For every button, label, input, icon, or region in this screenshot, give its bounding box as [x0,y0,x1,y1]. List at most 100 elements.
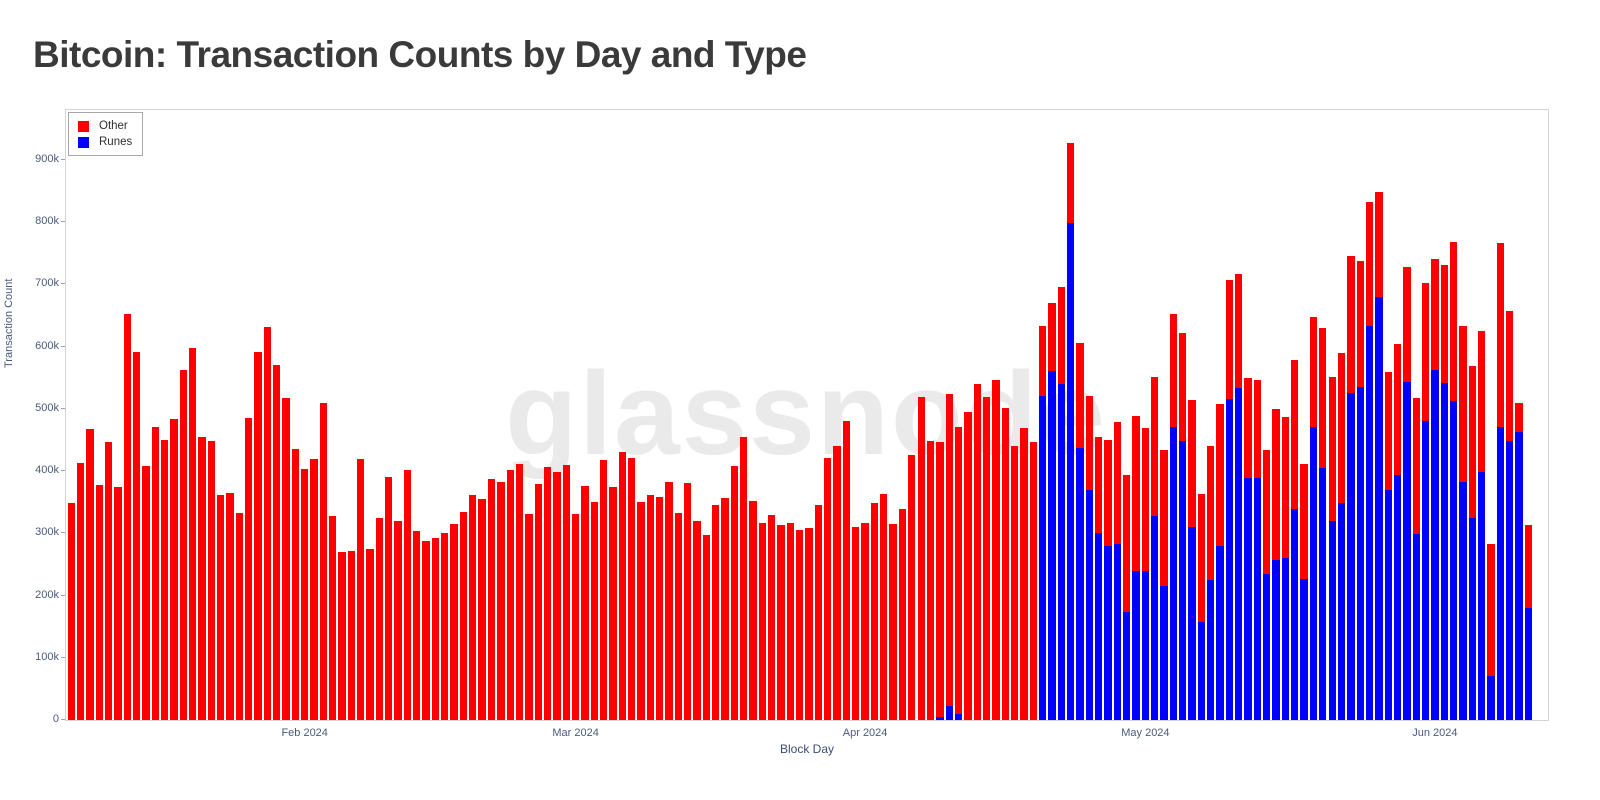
y-axis-title: Transaction Count [3,278,15,368]
runes-bar-segment [1104,545,1112,720]
y-tick-mark [61,158,65,160]
other-bar-segment [357,459,365,720]
other-bar-segment [693,520,701,720]
other-bar-segment [1384,372,1392,491]
y-tick-mark [61,594,65,596]
other-bar-segment [1216,403,1224,546]
other-bar-segment [1291,360,1299,509]
other-bar-segment [1300,463,1308,580]
other-bar-segment [291,448,299,720]
other-bar-segment [992,380,1000,720]
other-bar-segment [1309,316,1318,427]
y-tick-mark [61,532,65,534]
other-bar-segment [1141,428,1150,571]
runes-bar-segment [1272,560,1280,720]
plot-area [65,109,1549,721]
other-bar-segment [1440,264,1448,384]
other-bar-segment [740,436,748,720]
other-bar-segment [1029,441,1037,720]
legend-item-runes[interactable]: Runes [78,134,132,150]
other-bar-segment [1477,330,1486,473]
x-axis-title: Block Day [779,742,835,756]
other-bar-segment [712,505,720,720]
other-bar-segment [1225,279,1234,400]
other-bar-segment [1010,445,1019,720]
other-bar-segment [1253,379,1262,478]
other-bar-segment [1235,274,1243,389]
legend-item-other[interactable]: Other [78,118,132,134]
other-bar-segment [1001,408,1009,720]
other-bar-segment [1263,450,1271,575]
runes-bar-segment [1132,570,1140,720]
other-bar-segment [861,522,869,720]
other-bar-segment [1449,241,1458,402]
other-bar-segment [226,492,234,720]
other-bar-segment [683,482,692,720]
runes-bar-segment [1057,383,1065,720]
runes-bar-segment [1393,475,1402,720]
other-bar-segment [497,481,505,720]
other-bar-segment [964,411,972,720]
other-bar-segment [1169,313,1178,427]
runes-bar-segment [1300,579,1308,720]
runes-bar-segment [1076,447,1084,720]
other-bar-segment [478,499,486,720]
runes-bar-segment [1179,440,1187,720]
other-bar-segment [1505,311,1514,441]
other-bar-segment [1244,378,1252,479]
other-bar-segment [188,347,197,720]
other-bar-segment [1459,325,1467,483]
other-bar-segment [758,522,767,720]
other-bar-segment [954,427,963,714]
other-bar-segment [1104,439,1112,546]
other-bar-segment [76,462,85,720]
runes-bar-segment [1281,557,1290,720]
other-bar-segment [599,460,608,720]
other-bar-segment [506,469,514,720]
other-bar-segment [889,523,897,720]
runes-bar-segment [1449,401,1458,720]
y-tick-label: 900k [35,152,59,165]
other-bar-segment [1375,191,1383,298]
runes-bar-segment [945,706,953,720]
other-bar-segment [973,383,981,720]
runes-bar-segment [1347,393,1355,720]
other-bar-segment [543,467,552,720]
runes-bar-segment [1235,388,1243,720]
runes-bar-segment [1263,574,1271,720]
other-bar-segment [282,398,290,720]
y-tick-mark [61,345,65,347]
other-bar-segment [459,512,468,720]
other-bar-segment [1365,201,1374,326]
other-bar-segment [1328,377,1336,522]
other-bar-segment [1524,525,1532,608]
other-bar-segment [104,441,113,720]
other-bar-segment [216,495,225,720]
other-bar-segment [917,396,925,720]
other-bar-segment [515,463,524,720]
other-bar-segment [1179,333,1187,441]
other-bar-segment [375,517,384,720]
runes-bar-segment [1328,521,1336,720]
other-bar-segment [525,513,533,720]
other-bar-segment [310,458,318,720]
other-bar-segment [1038,325,1047,397]
other-bar-segment [637,502,645,720]
runes-bar-segment [1160,585,1168,720]
other-bar-segment [805,528,813,720]
other-bar-segment [786,523,795,720]
other-bar-segment [852,527,860,720]
runes-bar-segment [1505,440,1514,720]
runes-bar-segment [1431,370,1439,720]
runes-bar-segment [1151,515,1159,720]
other-bar-segment [609,486,617,720]
y-tick-mark [61,656,65,658]
runes-bar-segment [1412,533,1420,720]
other-bar-segment [730,466,739,720]
legend-label-runes: Runes [99,136,133,148]
other-bar-segment [1412,397,1420,534]
y-tick-label: 300k [35,526,59,539]
runes-bar-segment [1291,508,1299,720]
other-bar-segment [273,365,281,720]
other-bar-segment [571,513,580,720]
